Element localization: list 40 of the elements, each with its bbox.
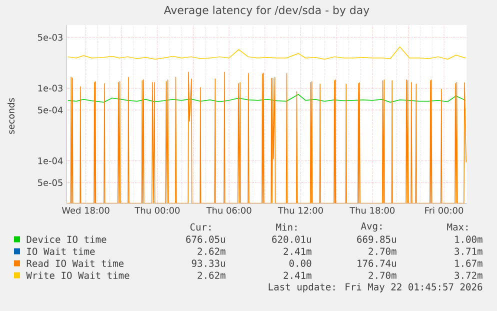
- legend-label: Read IO Wait time: [26, 260, 124, 268]
- legend-label: Device IO time: [26, 236, 106, 244]
- text: 2.41m: [284, 248, 312, 255]
- text: 0.00: [289, 260, 312, 267]
- line-series: [68, 94, 466, 103]
- x-tick-label: Thu 18:00: [350, 206, 395, 214]
- text: Avg:: [360, 222, 382, 232]
- y-tick-label: 5e-05: [38, 179, 62, 186]
- y-tick-label: 1e-04: [38, 157, 63, 164]
- text: 620.01u: [272, 236, 311, 243]
- line-series: [68, 46, 466, 60]
- text: 2.70m: [368, 272, 396, 279]
- x-tick-label: Thu 00:00: [134, 206, 180, 214]
- chart-title: Average latency for /dev/sda - by day: [164, 6, 370, 16]
- text: Max:: [447, 223, 468, 231]
- text: Last update: Fri May 22 01:45:57 2026: [268, 283, 482, 292]
- x-tick-label: Wed 18:00: [62, 206, 110, 214]
- text: 1.00m: [455, 236, 482, 243]
- y-tick-label: 1e-03: [38, 84, 62, 92]
- text: 3.71m: [454, 248, 482, 255]
- y-tick-label: 5e-04: [38, 106, 63, 114]
- y-tick-label: 5e-03: [38, 34, 62, 41]
- text: Min:: [276, 223, 296, 231]
- text: 2.41m: [284, 272, 312, 279]
- x-tick-label: Fri 00:00: [425, 206, 464, 214]
- x-tick-label: Thu 06:00: [206, 206, 252, 214]
- text: 669.85u: [357, 236, 396, 243]
- text: 176.74u: [358, 260, 396, 267]
- text: 93.33u: [192, 260, 225, 267]
- text: 2.62m: [198, 272, 226, 279]
- text: 1.67m: [455, 260, 482, 267]
- legend-label: IO Wait time: [27, 248, 95, 256]
- text: 2.70m: [368, 248, 396, 255]
- y-axis-title: seconds: [8, 98, 14, 134]
- text: 676.05u: [186, 236, 225, 243]
- text: 2.62m: [198, 248, 226, 255]
- legend-label: Write IO Wait time: [26, 272, 130, 280]
- text: 3.72m: [454, 272, 482, 279]
- text: Cur:: [190, 223, 210, 231]
- x-tick-label: Thu 12:00: [278, 206, 323, 214]
